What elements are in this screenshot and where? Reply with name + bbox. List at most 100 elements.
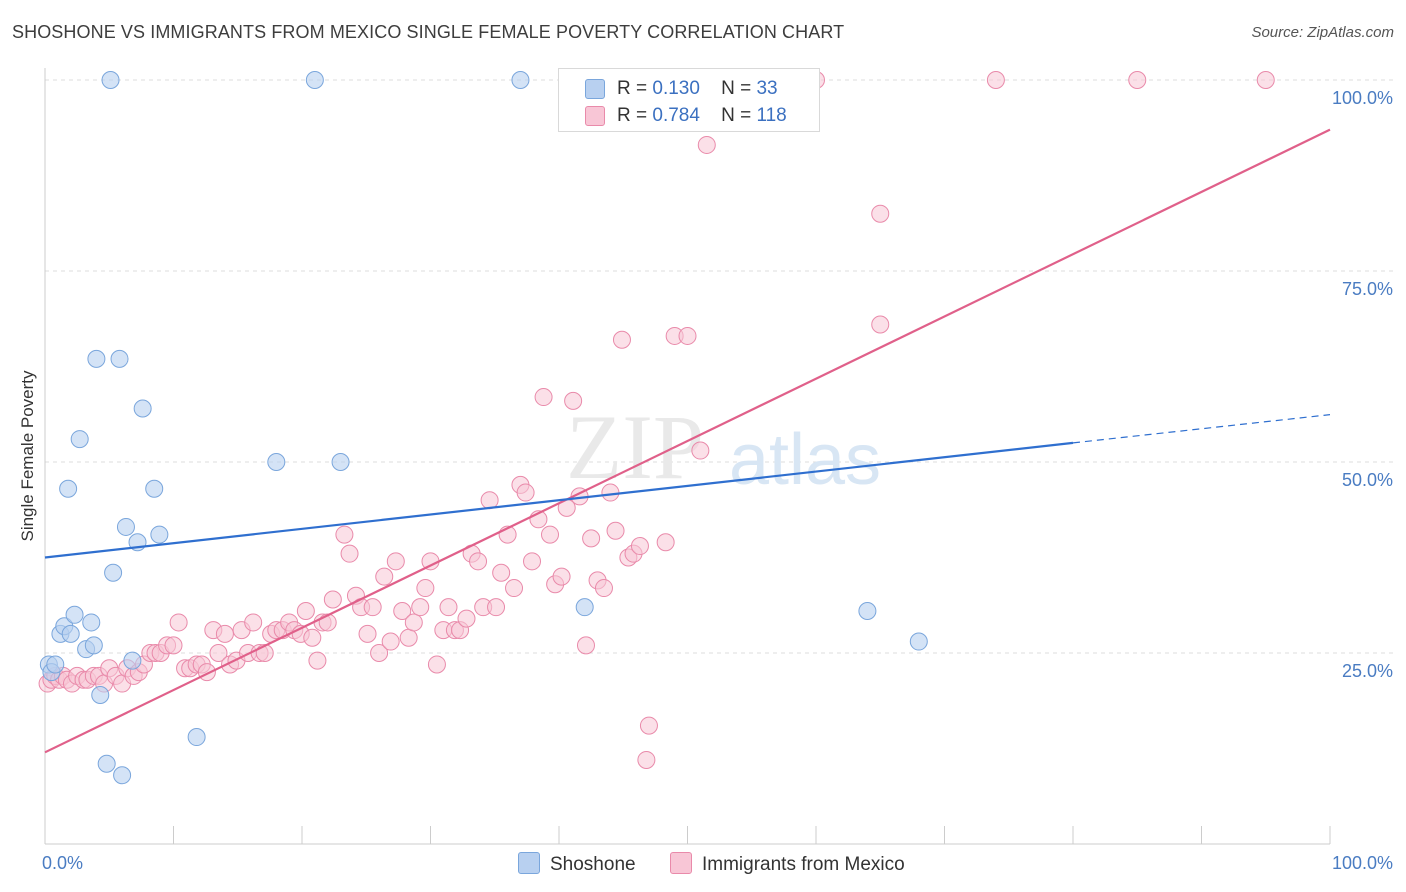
data-point-mexico bbox=[427, 655, 446, 674]
y-tick-label: 25.0% bbox=[1342, 661, 1393, 681]
trend-line-shoshone-extension bbox=[1072, 414, 1331, 444]
data-point-mexico bbox=[296, 601, 315, 620]
data-point-mexico bbox=[601, 483, 620, 502]
data-point-mexico bbox=[871, 315, 890, 334]
data-point-shoshone bbox=[104, 563, 123, 582]
data-point-mexico bbox=[594, 579, 613, 598]
data-point-mexico bbox=[393, 601, 412, 620]
bottom-legend-label-mexico: Immigrants from Mexico bbox=[702, 854, 905, 875]
legend-r-value: 0.130 bbox=[652, 78, 700, 99]
grid-lines bbox=[45, 79, 1395, 654]
data-point-mexico bbox=[564, 391, 583, 410]
data-point-mexico bbox=[697, 135, 716, 154]
bottom-legend-mexico: Immigrants from Mexico bbox=[670, 852, 905, 876]
data-point-shoshone bbox=[70, 430, 89, 449]
data-point-shoshone bbox=[150, 525, 169, 544]
data-point-mexico bbox=[552, 567, 571, 586]
data-point-mexico bbox=[399, 628, 418, 647]
data-point-shoshone bbox=[87, 349, 106, 368]
data-point-mexico bbox=[370, 644, 389, 662]
data-point-mexico bbox=[523, 552, 542, 571]
legend-n-value: 118 bbox=[756, 105, 787, 126]
bottom-legend-swatch-mexico bbox=[670, 852, 692, 874]
bottom-legend-swatch-shoshone bbox=[518, 852, 540, 874]
data-point-mexico bbox=[516, 483, 535, 502]
data-point-mexico bbox=[871, 204, 890, 223]
tick-labels: 25.0% 50.0% 75.0% 100.0% 0.0% 100.0% bbox=[42, 88, 1393, 873]
data-point-mexico bbox=[639, 716, 658, 735]
data-point-shoshone bbox=[46, 655, 65, 674]
data-point-mexico bbox=[469, 552, 488, 571]
data-point-mexico bbox=[215, 624, 234, 643]
data-point-mexico bbox=[308, 651, 327, 670]
data-point-mexico bbox=[678, 326, 697, 345]
watermark: ZIP atlas bbox=[566, 396, 881, 500]
data-point-mexico bbox=[480, 491, 499, 510]
data-point-mexico bbox=[534, 388, 553, 407]
data-point-mexico bbox=[411, 598, 430, 617]
data-point-shoshone bbox=[82, 613, 101, 632]
data-point-mexico bbox=[416, 579, 435, 598]
legend-n-label: N = bbox=[721, 105, 752, 126]
watermark-zip: ZIP bbox=[566, 396, 704, 498]
data-point-shoshone bbox=[575, 598, 594, 617]
legend-r-label: R = bbox=[617, 78, 648, 99]
data-point-shoshone bbox=[187, 728, 206, 747]
data-point-mexico bbox=[439, 598, 458, 617]
trend-lines bbox=[44, 128, 1331, 754]
series-mexico-points bbox=[38, 71, 1275, 769]
stats-legend: R = 0.130 N = 33 R = 0.784 N = 118 bbox=[558, 68, 820, 132]
data-point-shoshone bbox=[84, 636, 103, 655]
data-point-mexico bbox=[340, 544, 359, 563]
legend-r-value: 0.784 bbox=[652, 105, 700, 126]
data-point-shoshone bbox=[305, 71, 324, 89]
data-point-mexico bbox=[244, 613, 263, 632]
data-point-shoshone bbox=[61, 624, 80, 643]
data-point-mexico bbox=[582, 529, 601, 548]
bottom-legend-label-shoshone: Shoshone bbox=[550, 854, 636, 875]
data-point-mexico bbox=[656, 533, 675, 552]
data-point-shoshone bbox=[116, 517, 135, 536]
data-point-mexico bbox=[404, 613, 423, 632]
trend-line-shoshone bbox=[44, 441, 1074, 559]
data-point-mexico bbox=[381, 632, 400, 651]
watermark-atlas: atlas bbox=[729, 420, 881, 500]
data-point-mexico bbox=[986, 71, 1005, 89]
legend-n-label: N = bbox=[721, 78, 752, 99]
series-shoshone-points bbox=[39, 71, 928, 785]
data-point-mexico bbox=[358, 624, 377, 643]
data-point-shoshone bbox=[97, 754, 116, 773]
legend-swatch-shoshone bbox=[585, 79, 605, 99]
data-point-shoshone bbox=[858, 601, 877, 620]
data-point-shoshone bbox=[91, 686, 110, 705]
data-point-mexico bbox=[541, 525, 560, 544]
data-point-mexico bbox=[637, 750, 656, 769]
data-point-mexico bbox=[164, 636, 183, 655]
data-point-shoshone bbox=[511, 71, 530, 89]
source-credit: Source: ZipAtlas.com bbox=[1251, 24, 1394, 41]
data-point-mexico bbox=[335, 525, 354, 544]
data-point-mexico bbox=[1128, 71, 1147, 89]
data-point-mexico bbox=[209, 644, 228, 662]
legend-row-shoshone: R = 0.130 N = 33 bbox=[559, 75, 819, 101]
chart-title: SHOSHONE VS IMMIGRANTS FROM MEXICO SINGL… bbox=[12, 22, 845, 42]
data-point-mexico bbox=[630, 537, 649, 556]
y-tick-label: 100.0% bbox=[1332, 88, 1393, 108]
axes bbox=[44, 68, 1331, 845]
data-point-mexico bbox=[303, 628, 322, 647]
data-point-shoshone bbox=[113, 766, 132, 785]
x-tick-label: 100.0% bbox=[1332, 853, 1393, 873]
data-point-mexico bbox=[612, 330, 631, 349]
data-point-mexico bbox=[363, 598, 382, 617]
data-point-shoshone bbox=[65, 605, 84, 624]
data-point-mexico bbox=[457, 609, 476, 628]
data-point-mexico bbox=[386, 552, 405, 571]
data-point-mexico bbox=[576, 636, 595, 655]
data-point-shoshone bbox=[909, 632, 928, 651]
data-point-shoshone bbox=[101, 71, 120, 89]
data-point-shoshone bbox=[123, 651, 142, 670]
bottom-legend-shoshone: Shoshone bbox=[518, 852, 636, 876]
data-point-shoshone bbox=[145, 479, 164, 498]
data-point-mexico bbox=[487, 598, 506, 617]
